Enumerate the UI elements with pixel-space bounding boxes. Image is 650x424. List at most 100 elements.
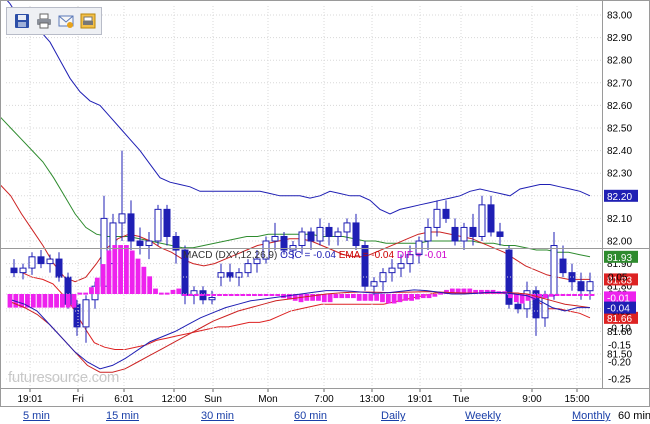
candle <box>361 241 369 291</box>
price-badge: 81.93 <box>604 250 638 264</box>
macd-histogram-bar <box>129 250 135 294</box>
candle-body-down <box>136 240 144 247</box>
candle-body-down <box>496 231 504 237</box>
candle-body-up <box>118 213 126 224</box>
nav-link-monthly[interactable]: Monthly <box>572 410 611 422</box>
candle <box>451 218 459 246</box>
candle-body-up <box>253 258 261 265</box>
macd-badge-box <box>604 291 636 304</box>
candle <box>307 227 315 251</box>
x-axis: 19:01 Fri 6:01 12:00 Sun Mon 7:00 13:00 19:01 Tue… <box>17 388 590 405</box>
macd-histogram-bar <box>316 294 321 301</box>
save-icon[interactable] <box>13 12 31 30</box>
email-icon[interactable] <box>57 12 75 30</box>
candle-body-down <box>361 245 369 287</box>
macd-histogram-bar <box>513 294 519 303</box>
candle-body-up <box>208 297 216 301</box>
candle <box>127 200 135 251</box>
nav-link-60-min[interactable]: 60 min <box>294 410 328 422</box>
macd-histogram-bar <box>583 294 589 296</box>
print-preview-icon[interactable] <box>79 12 97 30</box>
macd-histogram-bar <box>403 294 409 301</box>
price-badge-label: 81.93 <box>607 253 632 264</box>
nav-link-15-min[interactable]: 15 min <box>106 410 140 422</box>
nav-link-weekly[interactable]: Weekly <box>465 410 501 422</box>
timeframe-nav: 5 min 15 min 30 min 60 min Daily Weekly … <box>0 407 650 424</box>
candle <box>433 200 441 237</box>
x-tick-label: 6:01 <box>114 394 134 405</box>
candle-body-down <box>505 249 513 305</box>
macd-histogram-bar <box>25 294 30 308</box>
candle-body-up <box>316 226 324 242</box>
candle-body-down <box>226 272 234 278</box>
macd-histogram-bar <box>228 294 234 296</box>
price-tick-label: 81.50 <box>607 350 632 361</box>
macd-histogram-bar <box>333 294 339 299</box>
candle <box>28 252 36 275</box>
chart-toolbar <box>6 7 102 35</box>
macd-histogram-bar <box>94 277 100 294</box>
candle-body-up <box>289 245 297 251</box>
nav-link-5-min[interactable]: 5 min <box>23 410 50 422</box>
candle-body-up <box>217 272 225 278</box>
macd-histogram-bar <box>141 266 147 294</box>
macd-histogram-bar <box>170 289 176 294</box>
macd-histogram-bar <box>240 294 246 296</box>
price-tick-label: 81.80 <box>607 282 632 293</box>
candle-body-up <box>397 263 405 269</box>
candle-body-up <box>370 281 378 287</box>
macd-osc-line <box>11 289 590 370</box>
candle-body-down <box>532 290 540 319</box>
print-icon[interactable] <box>35 12 53 30</box>
x-tick-label: Fri <box>72 394 84 405</box>
macd-histogram-bar <box>222 294 228 296</box>
candle-body-up <box>271 235 279 242</box>
macd-histogram-bar <box>298 294 304 303</box>
macd-badge-box <box>604 301 636 314</box>
macd-histogram-bar <box>537 294 543 299</box>
macd-histogram-bar <box>543 294 548 299</box>
candle-body-down <box>577 281 585 292</box>
macd-histogram-bar <box>83 292 89 295</box>
price-tick-label: 82.40 <box>607 146 632 157</box>
candle-body-up <box>424 226 432 242</box>
candle-body-down <box>127 213 135 242</box>
nav-link-daily[interactable]: Daily <box>381 410 406 422</box>
candle-body-down <box>307 231 315 242</box>
candle-body-up <box>28 256 36 269</box>
candle <box>460 222 468 251</box>
candle-body-down <box>352 222 360 247</box>
macd-histogram-bar <box>449 288 455 294</box>
macd-histogram-bar <box>391 294 397 304</box>
candle-body-up <box>433 208 441 228</box>
macd-histogram-bar <box>484 289 490 294</box>
macd-histogram-bar <box>135 258 141 294</box>
price-badge: 81.83 <box>604 273 638 286</box>
macd-histogram-bar <box>461 288 467 294</box>
macd-tick-label: -0.25 <box>608 375 631 386</box>
candle-body-up <box>19 267 27 274</box>
candle <box>325 222 333 246</box>
macd-histogram-bar <box>438 292 444 295</box>
macd-histogram-bar <box>374 294 380 301</box>
candle-body-up <box>388 267 396 274</box>
macd-histogram-bar <box>310 294 316 301</box>
candle <box>226 263 234 282</box>
macd-histogram-bar <box>566 294 572 296</box>
price-tick-label: 82.00 <box>607 237 632 248</box>
x-tick-label: 19:01 <box>407 394 432 405</box>
candle-body-up <box>262 240 270 260</box>
candle-body-up <box>235 272 243 278</box>
macd-legend-dif: DIF = -0.01 <box>396 250 448 261</box>
macd-histogram-bar <box>409 294 414 301</box>
macd-histogram-bar <box>118 245 123 294</box>
price-axis: 83.00 82.90 82.80 82.70 82.60 82.50 82.40 82.30… <box>604 11 638 361</box>
macd-histogram-bar <box>380 294 385 303</box>
candle <box>217 263 225 287</box>
macd-histogram-bar <box>106 250 112 294</box>
macd-histogram-bar <box>147 276 153 294</box>
candle-body-up <box>406 254 414 265</box>
macd-histogram-bar <box>455 288 461 294</box>
nav-link-30-min[interactable]: 30 min <box>201 410 235 422</box>
macd-histogram-bar <box>263 294 269 296</box>
